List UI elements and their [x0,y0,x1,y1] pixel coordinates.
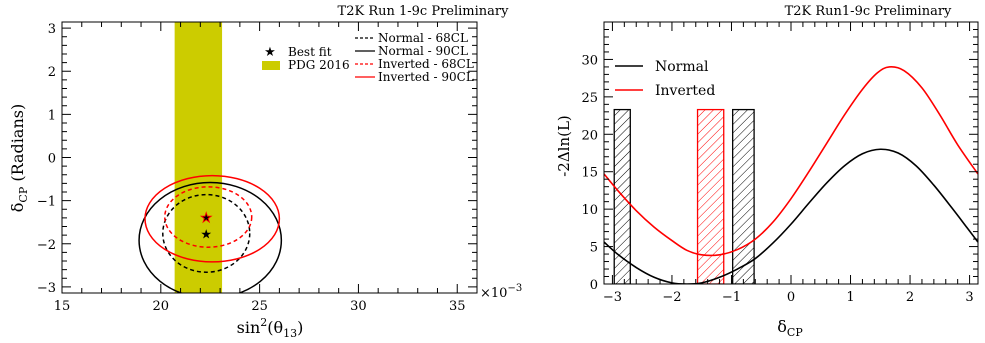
x-tick-label: 30 [350,299,367,314]
contour-inverted-90cl [144,174,281,263]
x-tick-label: 1 [846,290,854,305]
y-tick-label: 30 [581,53,598,68]
x-tick-label: 3 [965,290,973,305]
y-axis-ticks: −3 −2 −1 0 1 2 3 [37,22,477,296]
hatched-regions-layer [613,108,755,284]
x-tick-label: −2 [662,290,681,305]
series-lines-layer [604,66,978,284]
legend-entry-inverted-90: Inverted - 90CL [355,70,474,84]
x-tick-label: 35 [449,299,466,314]
legend-entry-normal-90: Normal - 90CL [355,44,468,58]
best-fit-normal-star-icon: ★ [200,227,212,242]
legend-inverted-90-label: Inverted - 90CL [378,70,474,84]
legend: Normal Inverted [615,59,715,99]
legend-inverted-label: Inverted [655,83,715,99]
x-axis-ticks: −3 −2 −1 0 1 2 3 [603,22,974,305]
y-tick-label: −1 [37,195,56,210]
contour-inverted-68cl [164,186,253,248]
legend-pdg-swatch [262,61,280,70]
legend-entry-normal: Normal [615,59,709,75]
chart-title: T2K Run 1-9c Preliminary [338,4,510,19]
y-tick-label: 10 [581,203,598,218]
legend: ★ Best fit PDG 2016 Normal - 68CL Normal… [262,31,474,84]
y-tick-label: 0 [590,278,598,293]
series-line-inverted [604,66,978,257]
x-tick-label: 2 [906,290,914,305]
y-tick-label: 20 [581,128,598,143]
y-axis-label: δCP (Radians) [8,104,30,212]
hatched-region-normal [732,108,755,284]
best-fit-inverted-star-icon: ★ [200,211,212,226]
x-tick-label: 0 [787,290,795,305]
x-axis-label: sin2(θ13) [237,316,304,340]
y-tick-label: 25 [581,91,598,106]
legend-entry-inverted: Inverted [615,83,715,99]
contour-normal-68cl [162,193,251,273]
legend-entry-best-fit: ★ Best fit [264,45,332,60]
y-tick-label: 0 [48,152,56,167]
legend-normal-label: Normal [655,59,709,75]
pdg-band-layer [174,22,223,293]
x-tick-label: 20 [153,299,170,314]
contour-normal-90cl [138,181,283,293]
chart-title: T2K Run1-9c Preliminary [785,4,952,19]
x-tick-label: 15 [54,299,71,314]
x-axis-ticks: 15 20 25 30 35 [54,22,478,314]
x-tick-label: 25 [251,299,268,314]
pdg-2016-band [174,22,223,293]
legend-inverted-68-label: Inverted - 68CL [378,57,474,71]
legend-entry-pdg: PDG 2016 [262,58,350,72]
y-axis-label: -2Δln(L) [555,115,573,177]
legend-best-fit-label: Best fit [288,45,332,59]
y-tick-label: −2 [37,238,56,253]
y-tick-label: −3 [37,281,56,296]
best-fit-markers: ★★ [200,211,213,243]
y-tick-label: 15 [581,166,598,181]
y-tick-label: 2 [48,65,56,80]
x-tick-label: −1 [722,290,741,305]
legend-entry-inverted-68: Inverted - 68CL [355,57,474,71]
contours-layer [138,174,283,293]
x-axis-label: δCP [777,317,803,339]
legend-normal-68-label: Normal - 68CL [378,31,468,45]
legend-normal-90-label: Normal - 90CL [378,44,468,58]
hatched-region-normal [613,108,631,284]
x-tick-label: −3 [603,290,622,305]
y-tick-label: 3 [48,22,56,37]
series-line-normal [604,148,978,284]
legend-entry-normal-68: Normal - 68CL [355,31,468,45]
legend-pdg-label: PDG 2016 [288,58,350,72]
legend-best-fit-star-icon: ★ [264,45,276,60]
y-axis-ticks: 0 5 10 15 20 25 30 [581,21,978,293]
y-tick-label: 5 [590,241,598,256]
x-axis-multiplier: ×10−3 [480,283,522,301]
likelihood-plot: −3 −2 −1 0 1 2 3 0 5 10 15 20 25 30 T2K Run1-9c Prel… [555,4,979,339]
hatched-region-inverted [696,108,725,284]
y-tick-label: 1 [48,108,56,123]
